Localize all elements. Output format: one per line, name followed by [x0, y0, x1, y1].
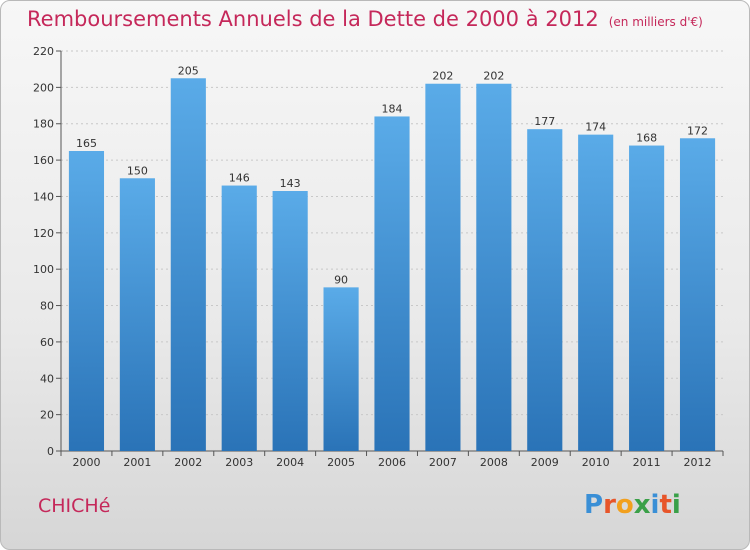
- y-tick-label: 200: [33, 81, 54, 94]
- data-label: 168: [636, 132, 657, 145]
- x-tick-label: 2004: [276, 456, 304, 469]
- logo-letter: r: [603, 490, 616, 520]
- proxiti-logo: Proxiti: [584, 490, 681, 520]
- logo-letter: o: [615, 490, 634, 520]
- labels: 0 20 40 60 80 100 120 140 160 180 200 220 165 2000 150…: [33, 45, 712, 469]
- logo-letter: P: [584, 490, 604, 520]
- bar-2005: [323, 287, 359, 451]
- x-tick-label: 2001: [123, 456, 151, 469]
- data-label: 172: [687, 124, 708, 137]
- bar-2000: [68, 151, 105, 451]
- y-tick-label: 60: [40, 336, 54, 349]
- y-tick-label: 120: [33, 227, 54, 240]
- logo-letter: t: [659, 490, 672, 520]
- x-tick-label: 2005: [327, 456, 355, 469]
- x-tick-label: 2003: [225, 456, 253, 469]
- data-label: 146: [229, 172, 250, 185]
- y-tick-label: 80: [40, 300, 54, 313]
- y-tick-label: 0: [47, 445, 54, 458]
- bar-2008: [476, 83, 512, 452]
- y-tick-label: 220: [33, 45, 54, 58]
- x-tick-label: 2000: [72, 456, 100, 469]
- x-tick-label: 2006: [378, 456, 406, 469]
- bar-2010: [578, 134, 614, 452]
- logo-letter: i: [650, 490, 660, 520]
- commune-name: CHICHé: [38, 495, 111, 517]
- bar-2002: [170, 78, 206, 451]
- y-tick-label: 40: [40, 372, 54, 385]
- y-tick-label: 20: [40, 409, 54, 422]
- x-tick-label: 2009: [531, 456, 559, 469]
- bar-2004: [272, 191, 308, 451]
- y-tick-label: 160: [33, 154, 54, 167]
- bar-2006: [374, 116, 410, 452]
- logo-letter: i: [671, 490, 681, 520]
- chart-subtitle: (en milliers d'€): [608, 15, 703, 29]
- data-label: 202: [483, 70, 504, 83]
- data-label: 165: [76, 137, 97, 150]
- bar-2007: [425, 83, 461, 452]
- data-label: 150: [127, 164, 148, 177]
- bar-2009: [527, 129, 563, 451]
- x-tick-label: 2010: [582, 456, 610, 469]
- data-label: 177: [534, 115, 555, 128]
- y-tick-label: 180: [33, 118, 54, 131]
- data-label: 174: [585, 121, 606, 134]
- data-label: 184: [382, 102, 403, 115]
- x-tick-label: 2007: [429, 456, 457, 469]
- data-label: 90: [334, 273, 348, 286]
- x-tick-label: 2012: [684, 456, 712, 469]
- bar-2003: [221, 185, 257, 451]
- y-tick-label: 100: [33, 263, 54, 276]
- chart-title: Remboursements Annuels de la Dette de 20…: [27, 7, 703, 31]
- x-tick-label: 2008: [480, 456, 508, 469]
- bar-2012: [679, 138, 716, 452]
- x-tick-label: 2011: [633, 456, 661, 469]
- data-label: 202: [432, 70, 453, 83]
- title-text: Remboursements Annuels de la Dette de 20…: [27, 7, 599, 31]
- logo-letter: x: [633, 490, 651, 520]
- bar-2011: [629, 145, 665, 451]
- x-tick-label: 2002: [174, 456, 202, 469]
- data-label: 143: [280, 177, 301, 190]
- bars: [68, 78, 716, 452]
- bar-2001: [119, 178, 155, 452]
- y-tick-label: 140: [33, 190, 54, 203]
- data-label: 205: [178, 64, 199, 77]
